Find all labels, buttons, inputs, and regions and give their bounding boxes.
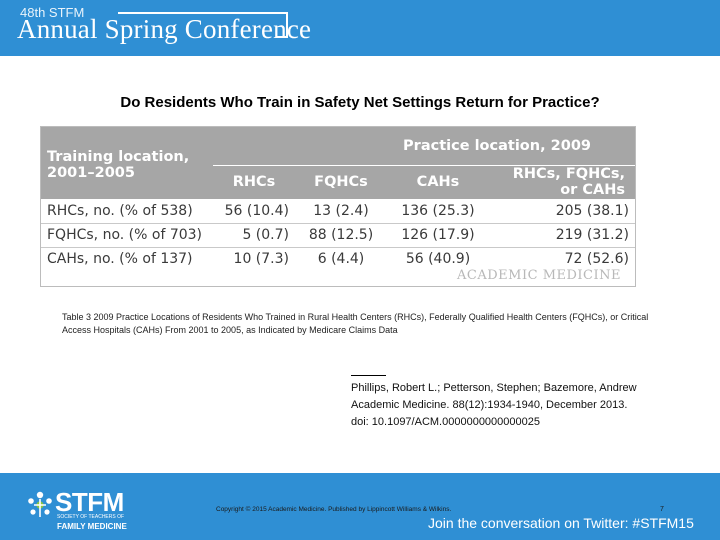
- table-header-row: Training location, Practice location, 20…: [41, 127, 635, 166]
- citation-doi: doi: 10.1097/ACM.0000000000000025: [351, 416, 540, 428]
- cell-rhcs: 5 (0.7): [213, 223, 295, 248]
- conference-superscript: 48th STFM: [20, 5, 85, 20]
- row-label: RHCs, no. (% of 538): [41, 199, 213, 224]
- citation-journal: Academic Medicine. 88(12):1934-1940, Dec…: [351, 399, 628, 411]
- cell-rhcs: 56 (10.4): [213, 199, 295, 224]
- logo-subtitle-strong: FAMILY MEDICINE: [57, 522, 127, 531]
- citation-authors: Phillips, Robert L.; Petterson, Stephen;…: [351, 382, 637, 394]
- table-row: RHCs, no. (% of 538) 56 (10.4) 13 (2.4) …: [41, 199, 635, 224]
- training-header-line2: 2001–2005: [41, 165, 213, 200]
- conference-title: Annual Spring Conference: [17, 14, 312, 44]
- page-number: 7: [660, 506, 664, 513]
- stfm-logo: STFM SOCIETY OF TEACHERS OF FAMILY MEDIC…: [22, 484, 142, 538]
- column-header-rhcs: RHCs: [213, 165, 295, 200]
- column-header-fqhcs: FQHCs: [295, 165, 387, 200]
- journal-watermark: ACADEMIC MEDICINE: [457, 268, 621, 283]
- copyright-notice: Copyright © 2015 Academic Medicine. Publ…: [216, 506, 452, 513]
- cell-fqhcs: 6 (4.4): [317, 251, 365, 267]
- table-caption: Table 3 2009 Practice Locations of Resid…: [62, 312, 649, 335]
- table-column-header-row: 2001–2005 RHCs FQHCs CAHs RHCs, FQHCs, o…: [41, 165, 635, 200]
- practice-location-header: Practice location, 2009: [213, 127, 635, 166]
- training-header-line1: Training location,: [47, 149, 190, 165]
- cell-any: 72 (52.6): [564, 251, 629, 267]
- row-label: CAHs, no. (% of 137): [47, 251, 193, 267]
- citation-block: Phillips, Robert L.; Petterson, Stephen;…: [351, 380, 711, 431]
- people-icon: [28, 491, 52, 517]
- cell-cahs: 136 (25.3): [387, 199, 489, 224]
- twitter-callout: Join the conversation on Twitter: #STFM1…: [428, 515, 694, 531]
- column-header-cahs: CAHs: [387, 165, 489, 200]
- results-table: Training location, Practice location, 20…: [40, 126, 636, 287]
- cell-cahs: 126 (17.9): [387, 223, 489, 248]
- column-header-any: RHCs, FQHCs, or CAHs: [489, 165, 635, 200]
- logo-wordmark: STFM: [55, 487, 124, 517]
- header-frame-line: [118, 12, 288, 14]
- table-row: FQHCs, no. (% of 703) 5 (0.7) 88 (12.5) …: [41, 223, 635, 248]
- cell-fqhcs: 13 (2.4): [295, 199, 387, 224]
- cell-rhcs: 10 (7.3): [233, 251, 289, 267]
- slide-title: Do Residents Who Train in Safety Net Set…: [120, 94, 600, 111]
- citation-divider: [351, 375, 386, 376]
- header-frame-line: [277, 36, 288, 38]
- conference-header: 48th STFM Annual Spring Conference: [0, 0, 720, 56]
- logo-subtitle: SOCIETY OF TEACHERS OF: [57, 514, 125, 520]
- cell-fqhcs: 88 (12.5): [295, 223, 387, 248]
- header-frame-line: [286, 12, 288, 37]
- cell-any: 219 (31.2): [489, 223, 635, 248]
- row-label: FQHCs, no. (% of 703): [41, 223, 213, 248]
- footer-bar: [0, 473, 720, 540]
- cell-cahs: 56 (40.9): [405, 251, 471, 267]
- table-row: CAHs, no. (% of 137) 10 (7.3) 6 (4.4) 56…: [41, 247, 635, 271]
- cell-any: 205 (38.1): [489, 199, 635, 224]
